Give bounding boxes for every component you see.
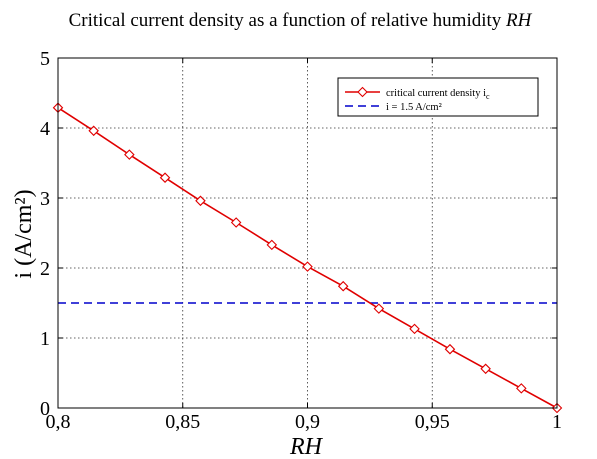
data-point-marker	[302, 261, 313, 272]
legend: critical current density ici = 1.5 A/cm²	[337, 77, 539, 117]
x-tick-label: 0,9	[295, 411, 320, 433]
data-point-marker	[337, 280, 349, 292]
y-axis-label: i (A/cm²)	[11, 189, 37, 278]
legend-marker-diamond	[357, 86, 368, 98]
legend-label-critical: critical current density ic	[386, 88, 490, 101]
data-point-marker	[444, 343, 456, 355]
data-point-marker	[88, 125, 99, 137]
x-tick-label: 0,85	[165, 411, 200, 433]
legend-label-critical-subscript: c	[486, 92, 490, 101]
series-layer	[52, 102, 563, 414]
data-point-marker	[159, 172, 171, 183]
x-axis-label: RH	[289, 434, 324, 459]
ticks: 0,8 0,85 0,9 0,95 1 0 1 2 3 4 5	[40, 48, 562, 433]
x-tick-label: 1	[552, 411, 562, 433]
x-tick-label: 0,8	[46, 411, 71, 433]
y-tick-label: 0	[40, 398, 50, 420]
legend-box	[337, 77, 539, 117]
y-tick-label: 5	[40, 48, 50, 70]
chart-title-italic: RH	[505, 10, 533, 31]
data-point-marker	[266, 239, 278, 251]
data-point-marker	[373, 303, 385, 314]
data-point-marker	[480, 363, 491, 375]
data-point-marker	[409, 323, 420, 335]
data-point-marker	[124, 149, 135, 160]
x-tick-label: 0,95	[415, 411, 450, 433]
data-point-marker	[230, 217, 242, 228]
y-tick-label: 2	[40, 258, 50, 280]
legend-label-threshold: i = 1.5 A/cm²	[386, 102, 442, 113]
y-tick-label: 3	[40, 188, 50, 210]
chart-title-main: Critical current density as a function o…	[69, 10, 502, 31]
legend-label-critical-main: critical current density i	[386, 88, 486, 99]
data-point-marker	[195, 195, 206, 207]
data-point-marker	[516, 383, 527, 394]
y-tick-label: 4	[40, 118, 50, 140]
y-tick-label: 1	[40, 328, 50, 350]
chart-title: Critical current density as a function o…	[69, 10, 533, 31]
